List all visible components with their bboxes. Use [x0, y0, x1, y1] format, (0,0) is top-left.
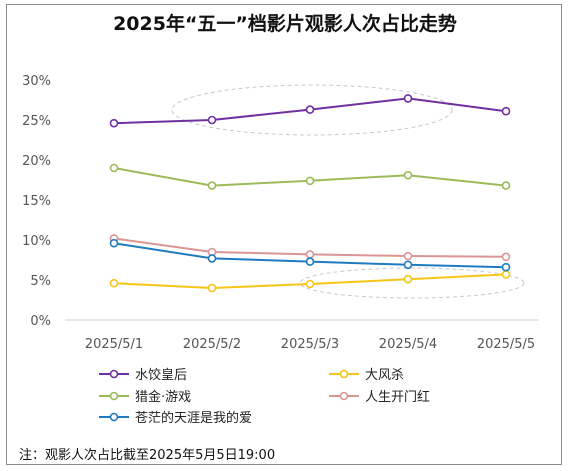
y-tick-label: 0%: [30, 314, 51, 329]
data-point: [109, 278, 119, 288]
legend-swatch-marker: [109, 391, 119, 401]
y-tick-label: 30%: [22, 74, 51, 89]
series-1: [109, 270, 511, 293]
highlight-ellipse-top: [171, 84, 453, 136]
y-tick-label: 25%: [22, 114, 51, 129]
data-point: [305, 250, 315, 259]
data-point: [403, 274, 413, 284]
legend-label: 苍茫的天涯是我的爱: [135, 410, 252, 426]
legend-label: 人生开门红: [365, 389, 430, 405]
data-point: [501, 262, 511, 272]
y-axis-ticks: 0% 5% 10% 15% 20% 25% 30%: [22, 74, 51, 329]
data-point: [501, 270, 511, 279]
y-tick-label: 5%: [30, 274, 51, 289]
data-point: [305, 257, 315, 266]
highlight-annotations: [171, 84, 525, 299]
x-tick-label: 2025/5/1: [85, 337, 143, 352]
x-tick-label: 2025/5/2: [183, 337, 241, 352]
legend-label: 水饺皇后: [135, 368, 187, 383]
x-tick-label: 2025/5/3: [281, 337, 339, 352]
data-point: [403, 94, 413, 103]
data-point: [207, 115, 217, 125]
legend-item: 大风杀: [329, 368, 404, 383]
chart-frame: 2025年“五一”档影片观影人次占比走势 0% 5% 10% 15% 20% 25% 30%…: [6, 4, 562, 465]
series-3: [109, 234, 511, 262]
x-tick-label: 2025/5/5: [477, 337, 535, 352]
series-2: [109, 163, 511, 190]
legend-item: 猎金·游戏: [99, 389, 191, 405]
legend-item: 人生开门红: [329, 389, 430, 405]
data-point: [109, 163, 119, 173]
chart-title: 2025年“五一”档影片观影人次占比走势: [113, 12, 457, 35]
series-0: [109, 94, 511, 128]
data-point: [305, 176, 315, 186]
legend-item: 苍茫的天涯是我的爱: [99, 410, 252, 426]
x-axis-ticks: 2025/5/1 2025/5/2 2025/5/3 2025/5/4 2025/5/5: [85, 337, 535, 352]
highlight-ellipse-bottom: [299, 267, 525, 299]
series-4: [109, 238, 511, 272]
data-point: [501, 106, 511, 116]
data-point: [501, 181, 511, 190]
series-layer: [109, 94, 511, 293]
x-tick-label: 2025/5/4: [379, 337, 437, 352]
legend-swatch-marker: [109, 369, 119, 379]
footnote: 注：观影人次占比截至2025年5月5日19:00: [19, 447, 275, 463]
data-point: [305, 105, 315, 114]
data-point: [207, 254, 217, 263]
data-point: [207, 283, 217, 293]
data-point: [403, 260, 413, 270]
legend-item: 水饺皇后: [99, 368, 187, 383]
data-point: [109, 238, 119, 248]
y-tick-label: 20%: [22, 154, 51, 169]
legend-label: 猎金·游戏: [135, 389, 191, 405]
legend-swatch-marker: [339, 369, 349, 379]
data-point: [403, 170, 413, 180]
y-tick-label: 15%: [22, 194, 51, 209]
data-point: [403, 251, 413, 261]
y-tick-label: 10%: [22, 234, 51, 249]
data-point: [207, 181, 217, 190]
data-point: [305, 279, 315, 289]
data-point: [109, 118, 119, 128]
line-chart: 2025年“五一”档影片观影人次占比走势 0% 5% 10% 15% 20% 25% 30%…: [19, 12, 539, 463]
data-point: [501, 252, 511, 262]
legend-swatch-marker: [109, 412, 119, 422]
legend-swatch-marker: [339, 391, 349, 401]
legend-label: 大风杀: [365, 368, 404, 383]
